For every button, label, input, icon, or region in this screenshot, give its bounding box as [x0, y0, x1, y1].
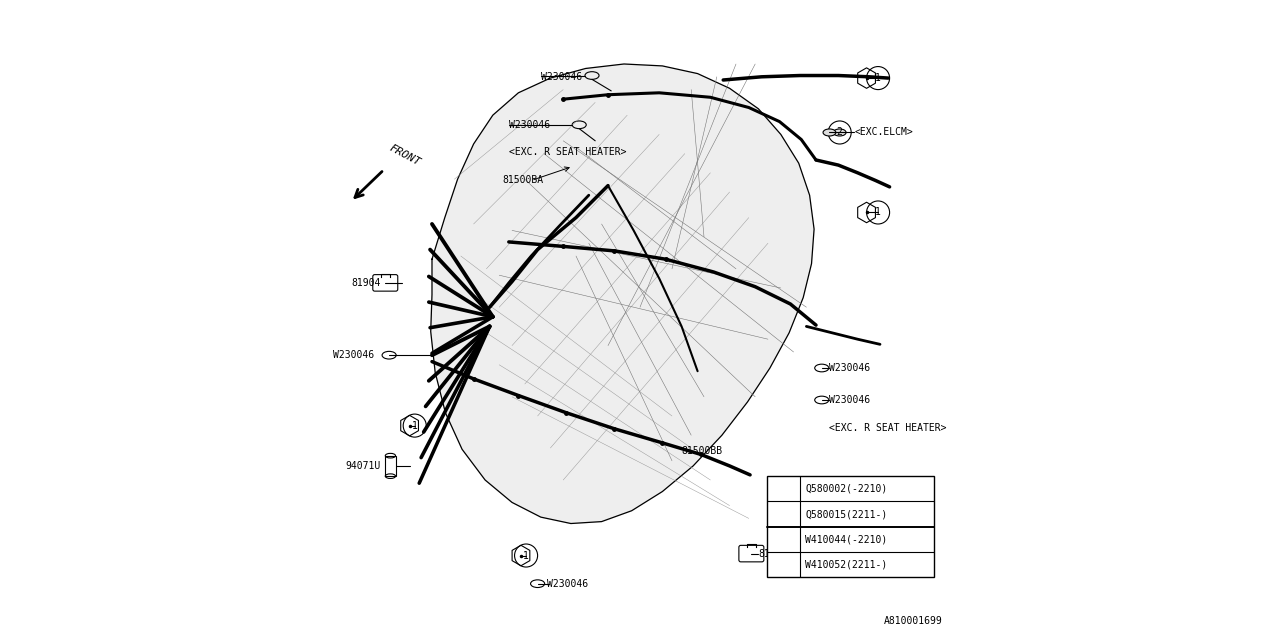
- Text: 81500BB: 81500BB: [681, 446, 723, 456]
- Text: W230046: W230046: [508, 120, 550, 130]
- Ellipse shape: [823, 129, 836, 136]
- Text: W410052(2211-): W410052(2211-): [805, 559, 887, 570]
- Text: W230046: W230046: [829, 395, 870, 405]
- Text: Q580002(-2210): Q580002(-2210): [805, 484, 887, 494]
- Text: <EXC. R SEAT HEATER>: <EXC. R SEAT HEATER>: [829, 422, 946, 433]
- Text: W230046: W230046: [540, 72, 582, 82]
- Text: 1: 1: [876, 207, 881, 218]
- Text: W410044(-2210): W410044(-2210): [805, 534, 887, 545]
- Text: W230046: W230046: [829, 363, 870, 373]
- Text: W230046: W230046: [548, 579, 589, 589]
- Text: A810001699: A810001699: [883, 616, 942, 626]
- Text: FRONT: FRONT: [387, 143, 421, 168]
- Text: 2: 2: [837, 127, 842, 138]
- Text: 81904: 81904: [759, 548, 787, 559]
- Text: 1: 1: [876, 73, 881, 83]
- Text: 1: 1: [524, 550, 529, 561]
- Bar: [767, 476, 934, 577]
- Text: 1: 1: [781, 484, 786, 494]
- Text: <EXC. R SEAT HEATER>: <EXC. R SEAT HEATER>: [508, 147, 626, 157]
- Text: 1: 1: [412, 420, 417, 431]
- Text: Q580015(2211-): Q580015(2211-): [805, 509, 887, 519]
- Bar: [385, 456, 396, 476]
- Text: 94071U: 94071U: [346, 461, 381, 471]
- Text: 81500BA: 81500BA: [502, 175, 544, 186]
- Text: <EXC.ELCM>: <EXC.ELCM>: [855, 127, 913, 138]
- Text: 81904: 81904: [352, 278, 381, 288]
- Ellipse shape: [833, 129, 846, 136]
- Text: W230046: W230046: [333, 350, 374, 360]
- Text: 2: 2: [781, 534, 786, 545]
- Polygon shape: [430, 64, 814, 524]
